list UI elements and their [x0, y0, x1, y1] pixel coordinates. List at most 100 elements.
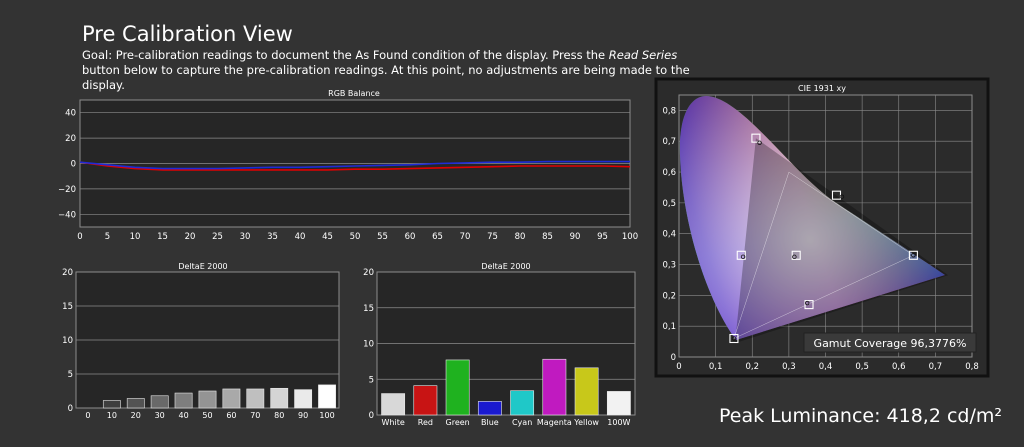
rgb-x-tick: 60	[405, 232, 416, 242]
rgb-gridlines	[80, 112, 630, 215]
rgb-x-tick: 45	[322, 232, 333, 242]
rgb-x-tick: 50	[350, 232, 361, 242]
de2-y-tick: 5	[369, 375, 374, 385]
rgb-x-tick: 70	[460, 232, 471, 242]
cie-target-box	[736, 250, 746, 260]
cie-x-tick: 0	[676, 362, 681, 372]
cie-y-tick: 0	[671, 353, 676, 363]
de1-x-tick: 10	[107, 411, 117, 420]
red-series-line	[79, 161, 631, 171]
de2-x-tick: Blue	[481, 418, 499, 427]
rgb-x-tick: 65	[432, 232, 443, 242]
de2-y-tick: 15	[363, 304, 374, 314]
de1-y-tick: 0	[68, 404, 73, 414]
de1-x-tick: 0	[85, 411, 90, 420]
cie-x-tick: 0,1	[709, 362, 723, 372]
de1-y-tick: 20	[62, 268, 73, 278]
de2-x-tick: Magenta	[537, 418, 572, 427]
cie-y-tick-labels: 0,8 0,7 0,6 0,5 0,4 0,3 0,2 0,1 0	[662, 106, 676, 363]
peak-luminance: Peak Luminance: 418,2 cd/m²	[719, 405, 1003, 427]
goal-prefix: Goal: Pre-calibration readings to docume…	[82, 48, 609, 62]
de2-bar-cyan	[510, 390, 535, 416]
deltae-color-bars	[381, 358, 631, 416]
deltae-color-x-tick-labels: White Red Green Blue Cyan Magenta Yellow 100W	[381, 418, 630, 427]
blue-series-line	[79, 160, 630, 170]
deltae-grayscale-title: DeltaE 2000	[178, 262, 227, 271]
rgb-y-tick: −40	[58, 210, 76, 220]
cie-x-tick: 0,7	[929, 362, 943, 372]
gamut-coverage-box	[803, 332, 977, 353]
rgb-x-tick: 100	[622, 232, 638, 242]
cie-target-markers	[729, 133, 918, 344]
de2-bar-magenta	[542, 358, 567, 416]
cie-target-box	[908, 250, 918, 260]
target-gamut-triangle	[733, 171, 914, 339]
cie-y-tick: 0,3	[662, 261, 676, 271]
rgb-x-tick: 10	[130, 232, 141, 242]
de2-bar-blue	[477, 401, 502, 416]
deltae-grayscale-y-tick-labels: 20 15 10 5 0	[62, 268, 73, 414]
rgb-x-tick: 5	[105, 232, 110, 242]
rgb-x-tick: 95	[597, 232, 608, 242]
de1-x-tick: 80	[274, 411, 284, 420]
rgb-x-tick: 80	[515, 232, 526, 242]
cie-x-tick: 0,4	[819, 362, 833, 372]
de1-bar-90	[294, 389, 313, 409]
goal-suffix: button below to capture the pre-calibrat…	[82, 63, 690, 92]
deltae-grayscale-gridlines	[76, 305, 339, 375]
deltae-color-title: DeltaE 2000	[481, 262, 530, 271]
de2-y-tick: 20	[363, 268, 374, 278]
goal-description: Goal: Pre-calibration readings to docume…	[82, 48, 692, 93]
cie-x-tick: 0,8	[965, 362, 979, 372]
rgb-x-tick: 85	[542, 232, 553, 242]
cie-y-tick: 0,4	[662, 230, 676, 240]
rgb-balance-title: RGB Balance	[328, 89, 380, 98]
de1-bar-80	[270, 387, 289, 409]
cie-title: CIE 1931 xy	[798, 84, 846, 93]
de1-x-tick: 60	[226, 411, 236, 420]
de1-bar-50	[198, 390, 217, 409]
de1-x-tick: 100	[319, 411, 334, 420]
cie-y-tick: 0,1	[662, 322, 676, 332]
cie-y-tick: 0,7	[662, 137, 676, 147]
de2-bar-green	[445, 359, 470, 416]
de2-x-tick: Cyan	[512, 418, 532, 427]
cie-spectral-locus	[679, 96, 945, 340]
de2-x-tick: Red	[418, 418, 433, 427]
cie-y-tick: 0,8	[662, 106, 676, 116]
de2-x-tick: Yellow	[573, 418, 599, 427]
rgb-x-tick: 25	[212, 232, 223, 242]
cie-measured-point	[911, 253, 916, 258]
rgb-x-tick: 55	[377, 232, 388, 242]
de2-x-tick: White	[381, 418, 404, 427]
de2-x-tick: Green	[446, 418, 470, 427]
de1-bar-70	[246, 388, 265, 409]
de1-bar-10	[102, 400, 121, 409]
de1-y-tick: 5	[68, 370, 73, 380]
rgb-x-tick: 30	[240, 232, 251, 242]
de2-x-tick: 100W	[607, 418, 630, 427]
de2-y-tick: 10	[363, 340, 374, 350]
deltae-grayscale-bars	[102, 384, 336, 409]
cie-x-tick: 0,6	[892, 362, 906, 372]
cie-target-box	[751, 133, 761, 143]
de1-bar-40	[174, 392, 193, 409]
cie-measured-point	[839, 194, 845, 199]
rgb-y-tick: 20	[65, 134, 76, 144]
cie-target-box	[804, 300, 814, 310]
de1-x-tick: 30	[155, 411, 165, 420]
cie-measured-point	[740, 254, 746, 260]
de1-bar-100	[318, 384, 336, 409]
deltae-color-y-tick-labels: 20 15 10 5 0	[363, 268, 374, 421]
rgb-x-tick: 40	[295, 232, 306, 242]
de1-bar-20	[126, 398, 145, 409]
rgb-x-tick-labels: 0 5 10 15 20 25 30 35 40 45 50 55 60 65 70 75 80 85 90 95 10…	[77, 232, 638, 242]
de2-y-tick: 0	[369, 411, 374, 421]
de2-bar-100w	[606, 391, 631, 416]
rgb-x-tick: 15	[157, 232, 168, 242]
de1-x-tick: 20	[131, 411, 141, 420]
rgb-x-tick: 0	[77, 232, 82, 242]
page-title: Pre Calibration View	[82, 22, 293, 46]
